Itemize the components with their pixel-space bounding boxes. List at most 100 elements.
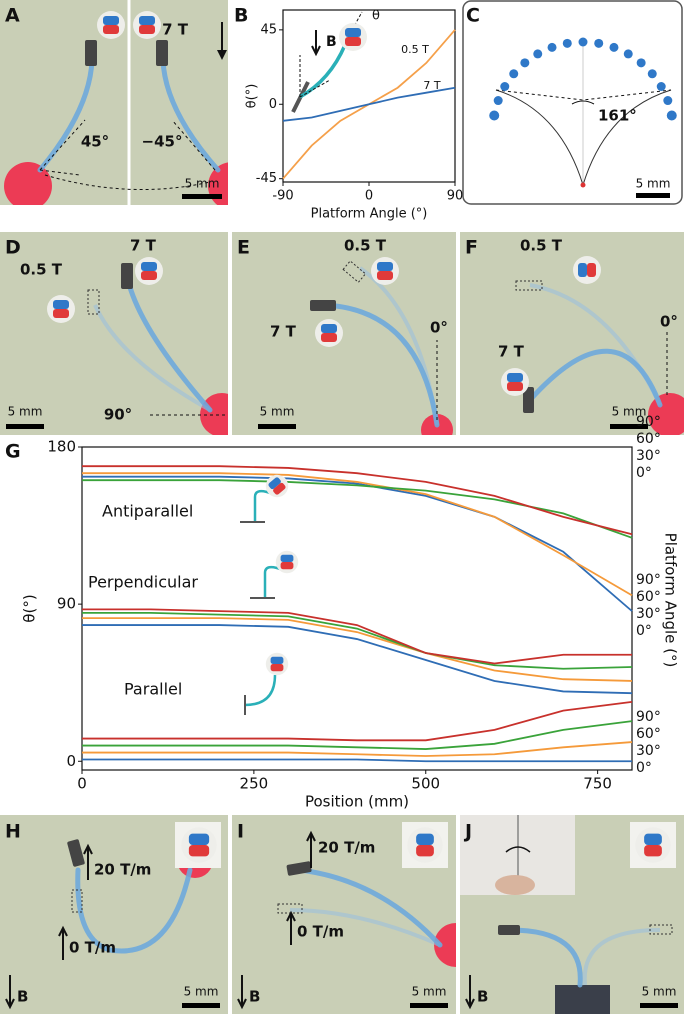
panel-d: D 7 T 0.5 T 90° 5 mm (0, 232, 244, 437)
angle-label: 161° (598, 107, 637, 125)
magnet-icon (47, 295, 75, 323)
series-label: 60° (636, 726, 661, 742)
panel-letter: H (5, 821, 21, 843)
series-label: 0° (636, 465, 652, 481)
series-label: 30° (636, 448, 661, 464)
y-tick-label: 180 (47, 438, 76, 456)
angle-label: 0° (660, 313, 678, 331)
magnet (85, 40, 97, 66)
dot (624, 49, 633, 58)
group-label: Perpendicular (88, 573, 198, 592)
scale-label: 5 mm (184, 985, 219, 999)
dot (667, 110, 677, 120)
dot (494, 96, 503, 105)
magnet-icon (407, 827, 442, 862)
angle-label: 45° (81, 133, 109, 151)
panel-letter: F (465, 237, 478, 259)
gradient-label: 0 T/m (297, 923, 344, 941)
dot (637, 58, 646, 67)
series-label: 30° (636, 743, 661, 759)
y-axis-label: θ(°) (245, 84, 260, 109)
x-axis-label: Platform Angle (°) (311, 207, 428, 222)
field-label: 7 T (498, 343, 525, 361)
scale-bar (640, 1003, 678, 1008)
photo (460, 232, 684, 435)
field-label: 7 T (162, 21, 189, 39)
panel-letter: I (237, 821, 244, 843)
panel-f: F 0.5 T 7 T 0° 5 mm (460, 232, 684, 437)
panel-h: H 20 T/m 0 T/m B 5 mm (0, 815, 228, 1014)
x-tick-label: 0 (77, 775, 87, 793)
magnet-icon (371, 257, 399, 285)
group-label: Antiparallel (102, 502, 193, 521)
magnet-icon (501, 368, 529, 396)
series-label: 0.5 T (401, 43, 429, 56)
field-label: B (477, 988, 488, 1006)
x-tick-label: 0 (365, 189, 373, 204)
field-label: 0.5 T (20, 261, 63, 279)
x-tick-label: 90 (447, 189, 464, 204)
pivot (581, 183, 586, 188)
dot (663, 96, 672, 105)
field-label: B (17, 988, 28, 1006)
field-label: 7 T (130, 237, 157, 255)
inset-field-label: B (326, 34, 337, 50)
series-label: 30° (636, 606, 661, 622)
series-label: 0° (636, 623, 652, 639)
series-label: 60° (636, 589, 661, 605)
magnet-icon (573, 256, 601, 284)
magnet-icon (339, 23, 367, 51)
y2-axis-label: Platform Angle (°) (662, 533, 680, 668)
field-label: B (249, 988, 260, 1006)
hand (495, 875, 535, 895)
magnet-icon (135, 257, 163, 285)
panel-i: I 20 T/m 0 T/m B 5 mm (232, 815, 478, 1014)
dot (509, 69, 518, 78)
base (555, 985, 610, 1014)
scale-label: 5 mm (636, 177, 671, 191)
series-label: 90° (636, 709, 661, 725)
scale-bar (410, 1003, 448, 1008)
field-label: 0.5 T (520, 237, 563, 255)
panel-j: J B 5 mm (460, 815, 684, 1014)
series-label: 90° (636, 572, 661, 588)
panel-letter: B (234, 5, 248, 27)
scale-label: 5 mm (642, 985, 677, 999)
panel-c: C 161° 5 mm (463, 1, 682, 204)
panel-letter: G (5, 441, 21, 463)
dot (579, 38, 588, 47)
series-label: 60° (636, 431, 661, 447)
dot (594, 39, 603, 48)
group-label: Parallel (124, 680, 182, 699)
dot (657, 82, 666, 91)
scale-bar (636, 193, 670, 198)
panel-letter: C (466, 5, 480, 27)
magnet-icon (97, 11, 125, 39)
plot-frame (82, 447, 632, 770)
y-tick-label: 0 (269, 97, 277, 112)
scale-bar (6, 424, 44, 429)
angle-label: 90° (104, 406, 132, 424)
x-tick-label: 750 (583, 775, 612, 793)
scale-bar (258, 424, 296, 429)
platform (4, 162, 52, 210)
panel-letter: D (5, 237, 21, 259)
gradient-label: 0 T/m (69, 939, 116, 957)
angle-label: 0° (430, 319, 448, 337)
y-tick-label: 45 (260, 22, 277, 37)
magnet-icon (133, 11, 161, 39)
magnet-icon (266, 653, 288, 675)
magnet (310, 300, 336, 311)
x-tick-label: 500 (411, 775, 440, 793)
panel-letter: J (463, 821, 472, 843)
dot (648, 69, 657, 78)
scale-label: 5 mm (185, 177, 220, 191)
x-axis-label: Position (mm) (305, 793, 409, 811)
field-label: 0.5 T (344, 237, 387, 255)
series-label: 7 T (423, 79, 440, 92)
angle-label: −45° (142, 133, 183, 151)
magnet-icon (276, 551, 298, 573)
dot (563, 39, 572, 48)
